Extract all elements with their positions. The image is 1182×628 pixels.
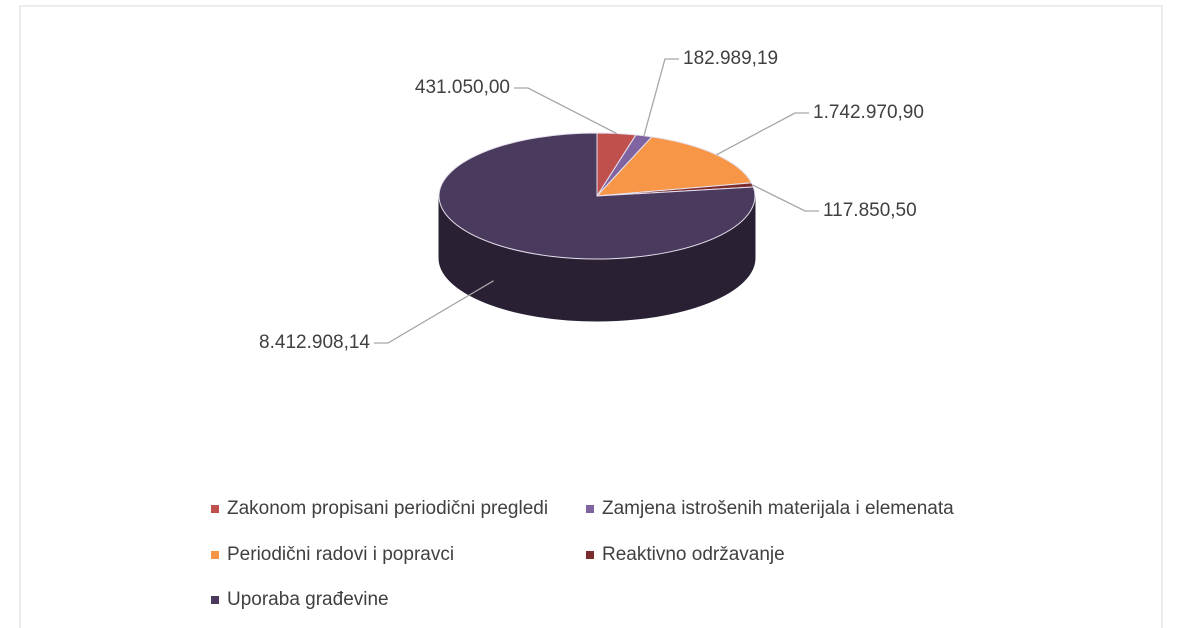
legend-marker <box>211 551 219 559</box>
legend-marker <box>586 551 594 559</box>
data-label: 117.850,50 <box>823 200 917 221</box>
data-label: 8.412.908,14 <box>259 332 370 353</box>
leader-line <box>752 184 819 212</box>
data-label: 1.742.970,90 <box>813 102 924 123</box>
leader-line <box>643 58 679 137</box>
legend-marker <box>211 505 219 513</box>
legend-marker <box>586 505 594 513</box>
legend-marker <box>211 596 219 604</box>
legend-label: Periodični radovi i popravci <box>227 544 454 565</box>
leader-line <box>374 280 494 344</box>
data-label: 431.050,00 <box>415 77 510 98</box>
leader-line <box>716 112 809 156</box>
legend-label: Zamjena istrošenih materijala i elemenat… <box>602 498 954 519</box>
legend-label: Uporaba građevine <box>227 589 389 610</box>
pie-slice <box>438 132 756 260</box>
chart-frame <box>19 5 1163 628</box>
legend-label: Reaktivno održavanje <box>602 544 785 565</box>
data-label: 182.989,19 <box>683 48 778 69</box>
legend-label: Zakonom propisani periodični pregledi <box>227 498 548 519</box>
leader-line <box>514 87 617 135</box>
